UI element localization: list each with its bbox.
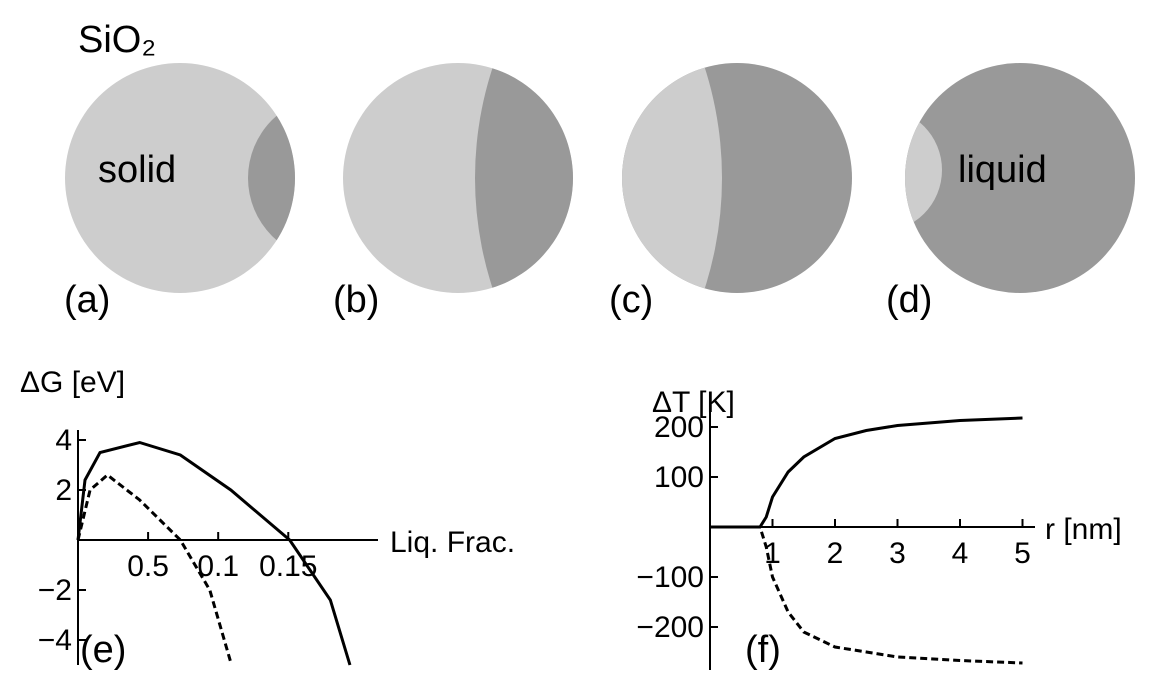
y-tick-label: 2 — [55, 474, 72, 507]
y-axis-label: ΔG [eV] — [20, 366, 125, 399]
y-axis-label: ΔT [K] — [652, 386, 735, 419]
panel-label: (a) — [64, 279, 110, 321]
figure: SiO₂ solid liquid (a) (b) (c) (d) −4 −2 2 4… — [0, 0, 1161, 677]
y-tick-label: 4 — [55, 424, 72, 457]
panel-label: (c) — [609, 279, 653, 321]
x-tick-label: 2 — [827, 537, 844, 570]
y-tick-label: −200 — [636, 611, 704, 644]
x-tick-label: 0.5 — [127, 550, 169, 583]
x-axis-label: r [nm] — [1045, 513, 1122, 546]
solid-region — [0, 0, 722, 540]
x-tick-label: 4 — [952, 537, 969, 570]
y-tick-label: −4 — [38, 624, 72, 657]
y-tick-label: −2 — [38, 574, 72, 607]
panel-label: (e) — [80, 629, 126, 671]
x-tick-label: 5 — [1014, 537, 1031, 570]
x-axis-label: Liq. Frac. — [390, 526, 515, 559]
x-tick-label: 0.1 — [197, 550, 239, 583]
panel-label: (f) — [745, 629, 781, 671]
y-tick-label: 100 — [654, 461, 704, 494]
data-line — [710, 418, 1023, 527]
figure-title: SiO₂ — [78, 19, 156, 61]
x-tick-label: 3 — [889, 537, 906, 570]
phase-label: solid — [98, 149, 176, 191]
panel-label: (d) — [886, 279, 932, 321]
panel-label: (b) — [333, 279, 379, 321]
phase-label: liquid — [958, 149, 1047, 191]
y-tick-label: −100 — [636, 561, 704, 594]
